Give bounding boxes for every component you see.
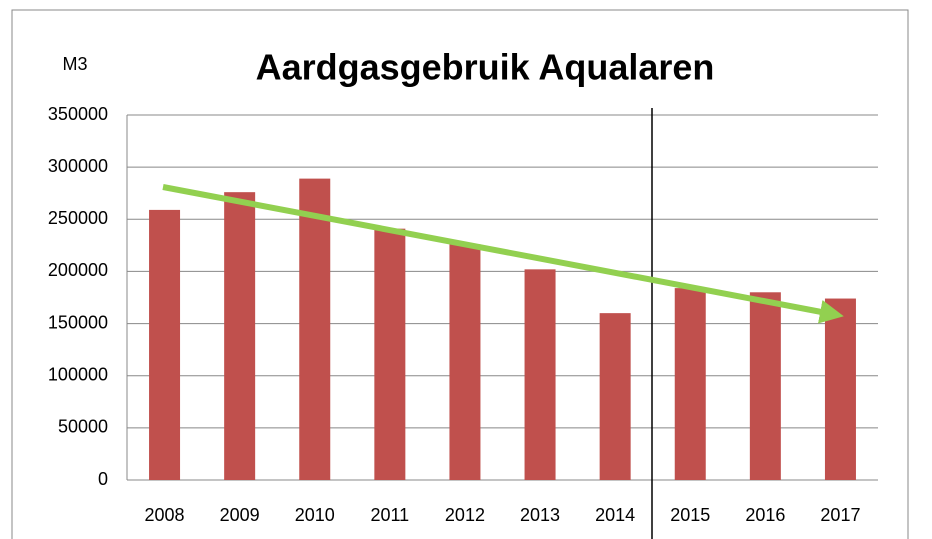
x-tick-label: 2016: [745, 505, 785, 525]
y-tick-label: 50000: [58, 417, 108, 437]
y-tick-label: 100000: [48, 364, 108, 384]
x-tick-label: 2011: [370, 505, 409, 525]
chart-title: Aardgasgebruik Aqualaren: [256, 47, 715, 88]
bar: [449, 244, 481, 480]
y-tick-label: 200000: [48, 260, 108, 280]
chart-frame: [11, 9, 909, 539]
x-tick-label: 2013: [520, 505, 560, 525]
x-tick-label: 2008: [145, 505, 185, 525]
y-axis-label: M3: [62, 54, 87, 74]
x-tick-label: 2009: [220, 505, 260, 525]
bar: [299, 178, 331, 480]
plot-area: 0 50000 100000 150000 200000 250000 300000 3500…: [48, 104, 878, 525]
y-tick-label: 150000: [48, 312, 108, 332]
x-tick-label: 2017: [820, 505, 860, 525]
bar: [224, 192, 256, 480]
bar: [824, 298, 856, 480]
y-tick-label: 0: [98, 469, 108, 489]
x-tick-label: 2014: [595, 505, 635, 525]
bar: [374, 228, 406, 480]
y-tick-label: 350000: [48, 104, 108, 124]
bar: [599, 313, 631, 480]
bar: [674, 288, 706, 480]
bar: [524, 269, 556, 480]
bar: [149, 209, 181, 480]
y-tick-label: 300000: [48, 156, 108, 176]
trend-arrow: [162, 184, 844, 324]
bar: [749, 292, 781, 480]
x-tick-label: 2015: [670, 505, 710, 525]
x-tick-label: 2012: [445, 505, 485, 525]
x-tick-label: 2010: [295, 505, 335, 525]
y-tick-label: 250000: [48, 208, 108, 228]
